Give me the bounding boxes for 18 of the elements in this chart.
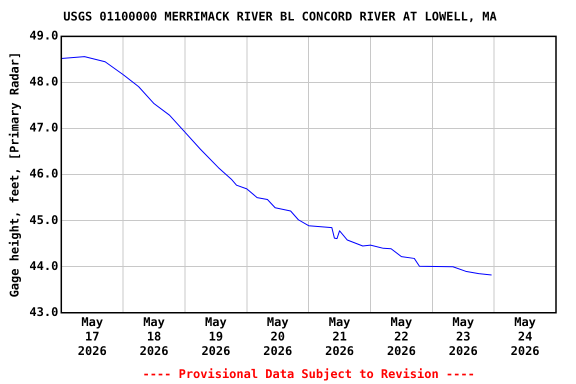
text: ---- Provisional Data Subject to Revision ---- [142,367,475,382]
x-tick-label: May 23 2026 [448,315,478,358]
y-tick-label: 49.0 [29,28,58,43]
y-tick-label: 44.0 [29,258,58,273]
y-tick-label: 48.0 [29,74,58,89]
x-tick-label: May 18 2026 [140,315,169,358]
y-tick-label: 46.0 [29,166,58,181]
chart-title: USGS 01100000 MERRIMACK RIVER BL CONCORD RIVER AT LOWELL, MA [63,9,498,24]
x-tick-label: May 20 2026 [263,315,292,358]
x-tick-label: May 22 2026 [386,315,416,358]
x-tick-label: May 19 2026 [201,315,230,358]
x-tick-label: May 21 2026 [325,315,354,358]
y-tick-label: 47.0 [29,120,58,135]
x-tick-label: May 17 2026 [78,315,107,358]
y-tick-label: 43.0 [29,304,58,319]
y-axis-title: Gage height, feet, [Primary Radar] [7,52,22,298]
x-tick-label: May 24 2026 [510,315,540,358]
y-tick-label: 45.0 [29,212,58,227]
